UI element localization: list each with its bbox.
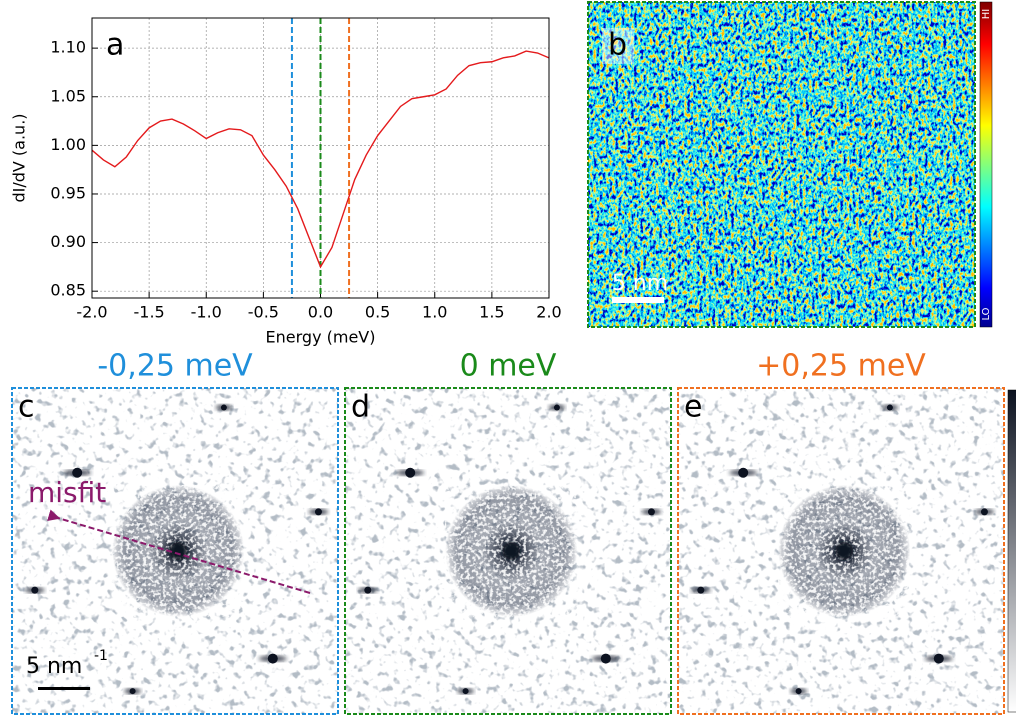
x-tick-label: 0.0 <box>308 303 333 322</box>
panel-title: 0 meV <box>460 349 557 384</box>
scale-bar-label: 5 nm <box>612 271 668 296</box>
fft-center <box>502 542 521 560</box>
y-tick-label: 0.90 <box>50 232 86 251</box>
fft-image <box>12 388 338 714</box>
bragg-spot-core <box>647 508 655 516</box>
topography-map <box>588 2 975 327</box>
scale-bar-exponent: -1 <box>94 648 108 664</box>
bragg-spot-core <box>314 508 322 516</box>
bragg-spot-core <box>886 404 893 411</box>
fft-border <box>344 387 672 715</box>
fft-image <box>678 388 1004 714</box>
misfit-arrow <box>47 509 311 594</box>
bragg-spot-core <box>31 586 39 594</box>
colorbar <box>979 1 993 328</box>
x-axis-label: Energy (meV) <box>266 328 376 347</box>
scale-bar <box>38 687 90 690</box>
bragg-spot-core <box>738 467 749 478</box>
panel-label: a <box>106 28 124 63</box>
x-tick-label: 0.5 <box>365 303 390 322</box>
colorbar-low: LO <box>981 307 992 320</box>
bragg-spot-core <box>267 653 278 664</box>
bragg-spot-core <box>129 688 136 695</box>
panel-label: c <box>18 390 35 425</box>
annotation: misfit <box>28 476 106 509</box>
scale-bar <box>612 297 664 303</box>
scale-bar-label: 5 nm <box>26 654 82 679</box>
panel-label: d <box>351 390 370 425</box>
bragg-spot-core <box>980 508 988 516</box>
x-tick-label: -1.5 <box>134 303 165 322</box>
x-tick-label: 1.0 <box>422 303 447 322</box>
plot-frame <box>91 17 550 299</box>
colorbar <box>1007 389 1016 713</box>
bragg-spot-core <box>600 653 611 664</box>
bragg-spot-core <box>697 586 705 594</box>
colorbar-high: HI <box>981 9 992 19</box>
fft-center <box>169 542 188 560</box>
panel-title: -0,25 meV <box>97 349 253 384</box>
bragg-spot-core <box>553 404 560 411</box>
fft-border <box>677 387 1005 715</box>
y-axis-label: dI/dV (a.u.) <box>10 113 29 202</box>
bragg-spot-core <box>933 653 944 664</box>
bragg-spot-core <box>72 467 83 478</box>
data-line <box>91 50 550 269</box>
x-tick-label: -0.5 <box>248 303 279 322</box>
x-tick-label: 1.5 <box>479 303 504 322</box>
bragg-spot-core <box>795 688 802 695</box>
map-border <box>587 1 976 328</box>
panel-label: e <box>684 390 702 425</box>
y-tick-label: 1.00 <box>50 135 86 154</box>
y-tick-label: 1.10 <box>50 38 86 57</box>
bragg-spot-core <box>462 688 469 695</box>
panel-title: +0,25 meV <box>756 349 926 384</box>
fft-center <box>835 542 854 560</box>
x-tick-label: 2.0 <box>536 303 561 322</box>
y-tick-label: 0.85 <box>50 281 86 300</box>
fft-border <box>11 387 339 715</box>
y-tick-label: 1.05 <box>50 86 86 105</box>
label-box <box>602 28 634 64</box>
fft-image <box>345 388 671 714</box>
bragg-spot-core <box>364 586 372 594</box>
bragg-spot-core <box>405 467 416 478</box>
panel-label: b <box>608 28 627 63</box>
y-tick-label: 0.95 <box>50 183 86 202</box>
bragg-spot-core <box>220 404 227 411</box>
x-tick-label: -2.0 <box>76 303 107 322</box>
x-tick-label: -1.0 <box>191 303 222 322</box>
